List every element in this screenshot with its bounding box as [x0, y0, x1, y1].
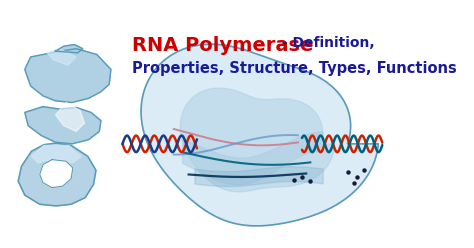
Text: - Definition,: - Definition, [277, 36, 375, 50]
Polygon shape [25, 49, 111, 102]
Polygon shape [40, 159, 73, 188]
Polygon shape [31, 146, 81, 163]
Polygon shape [25, 107, 101, 144]
Polygon shape [141, 44, 378, 226]
Text: Properties, Structure, Types, Functions: Properties, Structure, Types, Functions [132, 61, 457, 76]
Polygon shape [47, 49, 76, 65]
Polygon shape [55, 102, 84, 131]
Polygon shape [180, 88, 334, 192]
Polygon shape [55, 45, 83, 53]
Polygon shape [18, 143, 96, 206]
Text: RNA Polymerase: RNA Polymerase [132, 36, 314, 55]
